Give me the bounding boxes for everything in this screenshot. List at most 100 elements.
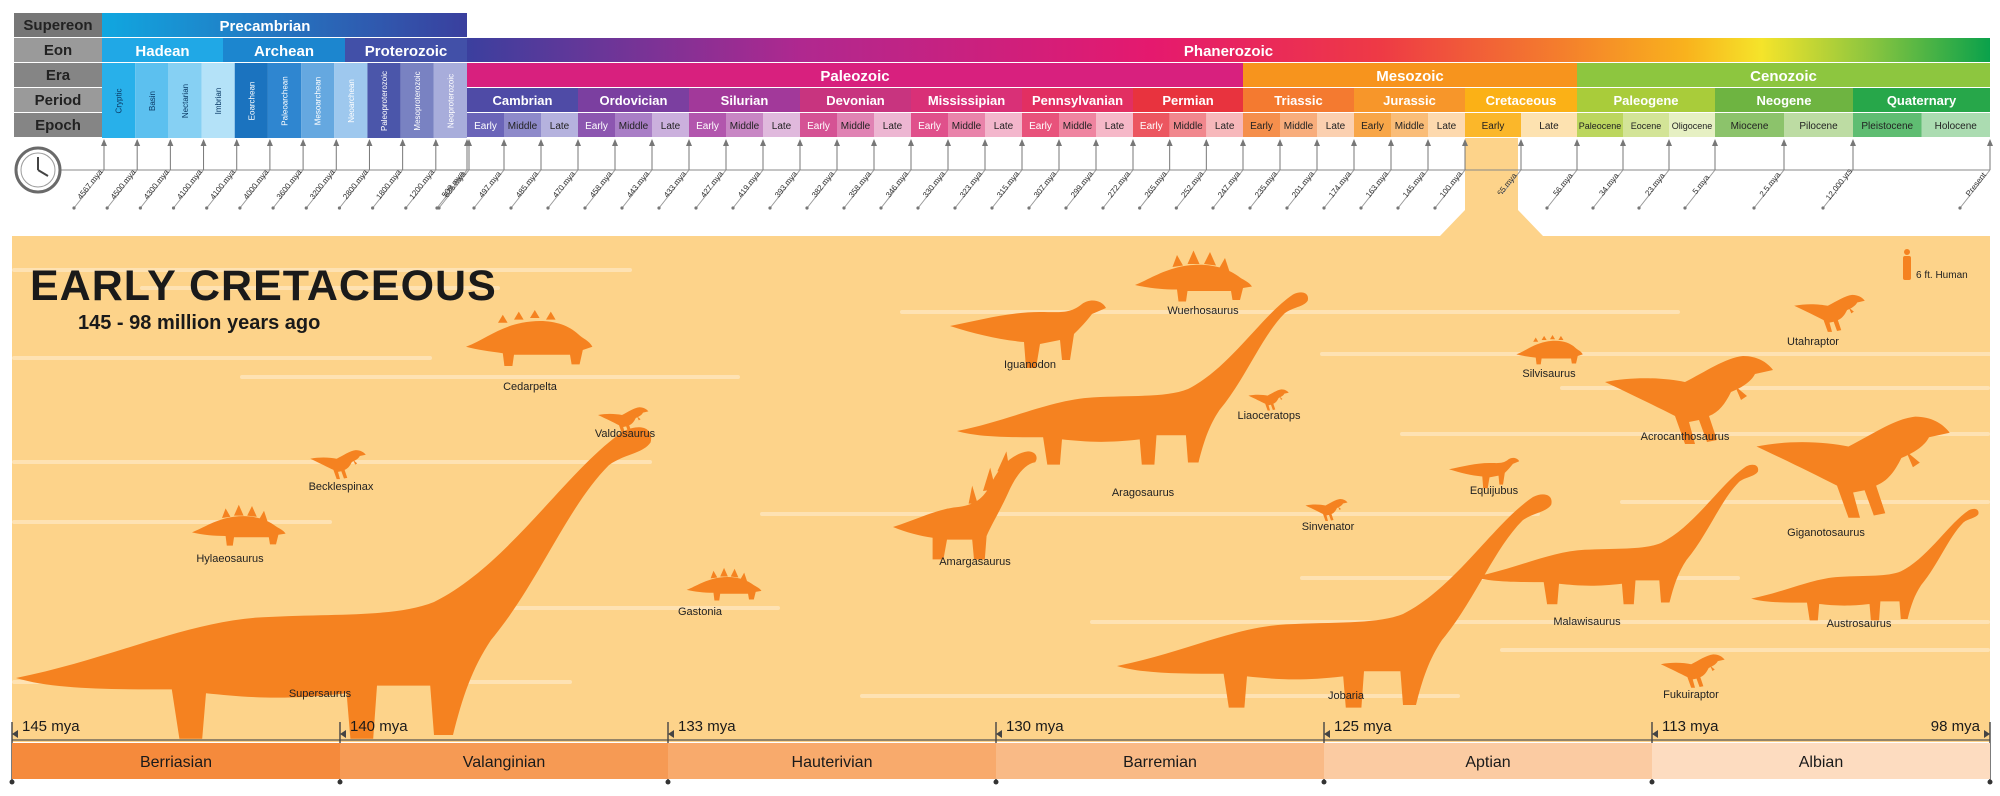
- time-tick-label: 100 mya: [1438, 169, 1464, 199]
- period-label: Silurian: [721, 93, 769, 108]
- dinosaur-silvisaurus: Silvisaurus: [1516, 335, 1583, 380]
- dinosaur-label: Jobaria: [1328, 690, 1365, 702]
- time-tick: 458 mya: [583, 139, 618, 210]
- time-tick: 2.5 mya: [1752, 139, 1787, 210]
- time-tick-label: 247 mya: [1216, 169, 1242, 199]
- period-label: Triassic: [1274, 93, 1322, 108]
- dinosaur-giganotosaurus: Giganotosaurus: [1756, 416, 1950, 539]
- epoch-bar: [578, 113, 615, 137]
- epoch-bar: [1921, 113, 1990, 137]
- period-label: Neogene: [1757, 93, 1812, 108]
- period-silurian-bar: [689, 88, 800, 112]
- dinosaur-label: Wuerhosaurus: [1167, 305, 1239, 317]
- epoch-label: Early: [1482, 121, 1505, 132]
- stage-label: Aptian: [1465, 754, 1510, 771]
- epoch-bar: [911, 113, 948, 137]
- time-tick-label: 4100 mya: [208, 167, 237, 201]
- time-tick: 247 mya: [1211, 139, 1246, 210]
- time-tick-label: 12,000 yrs: [1824, 167, 1854, 202]
- epoch-label: Middle: [1395, 121, 1425, 132]
- clock-icon: [14, 146, 62, 194]
- period-cretaceous-bar: [1465, 88, 1577, 112]
- focus-title: EARLY CRETACEOUS: [30, 262, 497, 310]
- background-streak: [760, 512, 1540, 516]
- era-label: Cenozoic: [1750, 68, 1817, 85]
- epoch-bar: [1169, 113, 1207, 137]
- dinosaur-label: Liaoceratops: [1238, 410, 1301, 422]
- dinosaur-label: Silvisaurus: [1522, 368, 1576, 380]
- time-tick: 3200 mya: [304, 139, 340, 210]
- epoch-label: Middle: [1063, 121, 1093, 132]
- time-tick: 419 mya: [731, 139, 766, 210]
- dinosaur-acrocanthosaurus: Acrocanthosaurus: [1605, 356, 1773, 444]
- background-streak: [1400, 432, 1990, 436]
- stage-label: Hauterivian: [792, 754, 873, 771]
- time-tick: 433 mya: [657, 139, 692, 210]
- epoch-label: Middle: [508, 121, 538, 132]
- epoch-bar: [1521, 113, 1577, 137]
- eon-label: Archean: [254, 43, 314, 60]
- period-devonian-bar: [800, 88, 911, 112]
- precambrian-subdivision-label: Neoarchean: [347, 79, 356, 123]
- epoch-label: Early: [1361, 121, 1384, 132]
- stage-tick-label: 125 mya: [1334, 718, 1392, 735]
- dinosaur-label: Supersaurus: [289, 688, 352, 700]
- time-tick-label: 315 mya: [995, 169, 1021, 199]
- time-tick-label: 3600 mya: [275, 167, 304, 201]
- precambrian-subdivision-bar: [201, 63, 235, 138]
- background-streak: [1620, 500, 1990, 504]
- epoch-bar: [1669, 113, 1715, 137]
- epoch-label: Early: [918, 121, 941, 132]
- epoch-bar: [1784, 113, 1853, 137]
- epoch-bar: [800, 113, 837, 137]
- period-cambrian-bar: [467, 88, 578, 112]
- epoch-label: Middle: [841, 121, 871, 132]
- epoch-bar: [837, 113, 874, 137]
- time-tick-label: 4300 mya: [142, 167, 171, 201]
- time-tick: 23 mya: [1637, 139, 1672, 210]
- time-tick: 323 mya: [953, 139, 988, 210]
- eon-label: Proterozoic: [365, 43, 448, 60]
- eon-phanerozoic-bar: [467, 38, 1990, 62]
- period-label: Ordovician: [600, 93, 668, 108]
- precambrian-subdivision-label: Cryptic: [115, 89, 124, 114]
- time-tick: 485 mya: [509, 139, 544, 210]
- period-permian-bar: [1133, 88, 1243, 112]
- time-tick-label: 427 mya: [699, 169, 725, 199]
- time-tick-label: 4000 mya: [242, 167, 271, 201]
- epoch-label: Paleocene: [1579, 121, 1622, 131]
- epoch-label: Early: [696, 121, 719, 132]
- time-tick: 272 mya: [1101, 139, 1136, 210]
- time-tick: 443 mya: [620, 139, 655, 210]
- time-tick: 509 mya: [435, 139, 470, 210]
- epoch-bar: [1465, 113, 1521, 137]
- period-label: Devonian: [826, 93, 885, 108]
- epoch-bar: [1715, 113, 1784, 137]
- time-tick-label: 56 mya: [1551, 171, 1575, 198]
- dinosaur-label: Gastonia: [678, 606, 723, 618]
- time-tick: 4300 mya: [138, 139, 174, 210]
- period-label: Mississipian: [928, 93, 1005, 108]
- time-tick: 2800 mya: [337, 139, 373, 210]
- eon-proterozoic-bar: [345, 38, 467, 62]
- time-tick: 427 mya: [694, 139, 729, 210]
- dinosaur-label: Iguanodon: [1004, 359, 1056, 371]
- row-label-period: Period: [14, 88, 102, 112]
- epoch-label: Late: [1326, 121, 1346, 132]
- background-streak: [900, 310, 1680, 314]
- time-tick-label: 174 mya: [1327, 169, 1353, 199]
- time-tick-label: 299 mya: [1069, 169, 1095, 199]
- epoch-bar: [1317, 113, 1354, 137]
- period-label: Permian: [1162, 93, 1213, 108]
- epoch-bar: [504, 113, 541, 137]
- background-streak: [140, 286, 500, 290]
- background-streak: [860, 694, 1460, 698]
- stage-hauterivian-bar: [668, 743, 996, 779]
- time-tick: 393 mya: [768, 139, 803, 210]
- time-tick-label: 3200 mya: [308, 167, 337, 201]
- time-tick: Present: [1958, 139, 1993, 210]
- period-paleogene-bar: [1577, 88, 1715, 112]
- supereon-precambrian-bar: [102, 13, 467, 37]
- timeline-rows: Precambrian Hadean Archean Proterozoic Phane…: [102, 13, 1990, 194]
- background-streak: [12, 520, 332, 524]
